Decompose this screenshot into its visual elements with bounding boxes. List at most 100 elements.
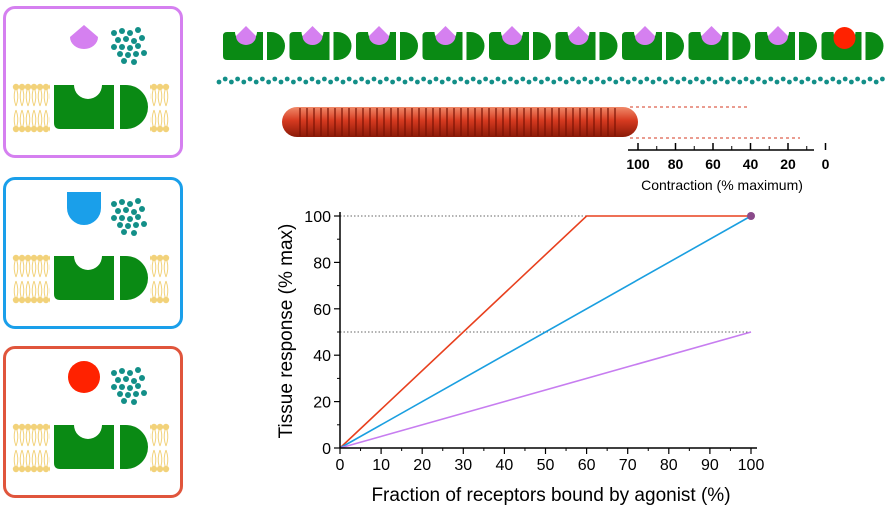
signal-dot [125, 52, 131, 58]
lipid-tail [151, 429, 157, 447]
contraction-scale-label: Contraction (% maximum) [641, 177, 803, 193]
signal-dot [131, 59, 137, 65]
lipid-tail [151, 449, 157, 467]
strip-signal-dot [427, 79, 433, 85]
signal-dot [121, 398, 127, 404]
lipid-head [30, 423, 38, 431]
strip-receptor-left [755, 32, 795, 60]
lipid-head [18, 465, 26, 473]
signal-dot [115, 208, 121, 214]
lipid-tail [157, 89, 163, 107]
x-tick-label: 60 [578, 457, 596, 474]
lipid-tail [13, 89, 19, 107]
lipid-tail [37, 109, 43, 127]
lipid-head [42, 423, 50, 431]
lipid-head [36, 254, 44, 262]
strip-signal-dot [880, 76, 885, 82]
y-tick-label: 20 [313, 395, 331, 412]
lipid-head [162, 254, 170, 262]
strip-signal-dot [849, 79, 854, 85]
signal-dot [133, 222, 139, 228]
ligand-half-round [67, 192, 101, 225]
lipid-head [18, 83, 26, 91]
lipid-tail [151, 89, 157, 107]
panel-partial-agonist [3, 6, 183, 158]
x-tick-label: 20 [413, 457, 431, 474]
signal-dot [123, 36, 129, 42]
lipid-tail [13, 280, 19, 298]
lipid-head [36, 83, 44, 91]
series-line [339, 215, 751, 449]
strip-signal-dot [346, 76, 352, 82]
strip-signal-dot [632, 76, 637, 82]
strip-signal-dot [483, 76, 488, 82]
lipid-head [156, 125, 164, 133]
strip-ligand-diamond [502, 26, 522, 45]
lipid-head [36, 465, 44, 473]
strip-signal-dot [470, 76, 476, 82]
signal-dot [111, 201, 117, 207]
lipid-head [30, 296, 38, 304]
muscle-body [282, 107, 638, 137]
lipid-head [30, 83, 38, 91]
lipid-tail [31, 89, 37, 107]
lipid-head [30, 465, 38, 473]
strip-receptor-left [223, 32, 263, 60]
lipid-head [36, 125, 44, 133]
strip-signal-dot [656, 76, 662, 82]
strip-ligand-diamond [568, 26, 589, 45]
strip-receptor-left [356, 32, 396, 60]
strip-signal-dot [247, 76, 253, 82]
strip-ligand-diamond [768, 26, 788, 45]
strip-signal-dot [309, 76, 315, 82]
lipid-head [162, 465, 170, 473]
lipid-head [12, 465, 20, 473]
scale-tick-label: 20 [780, 156, 796, 172]
strip-signal-dot [272, 76, 278, 82]
signal-dot [111, 30, 117, 36]
lipid-head [150, 465, 158, 473]
x-tick-label: 0 [336, 457, 345, 474]
series-group [339, 212, 755, 449]
strip-receptor-left [289, 32, 330, 60]
lipid-head [36, 423, 44, 431]
strip-signal-dot [415, 79, 420, 85]
lipid-head [156, 83, 164, 91]
strip-signal-dot [334, 76, 340, 82]
signal-dot [111, 370, 117, 376]
lipid-tail [163, 109, 169, 127]
lipid-tail [19, 109, 25, 127]
x-tick-label: 50 [537, 457, 555, 474]
lipid-head [42, 83, 50, 91]
lipid-head [150, 296, 158, 304]
lipid-tail [157, 280, 163, 298]
strip-signal-dot [557, 76, 563, 82]
y-tick-label: 80 [313, 255, 331, 272]
signal-dot [139, 35, 145, 41]
strip-signal-dot [619, 76, 625, 82]
lipid-tail [25, 89, 31, 107]
lipid-head [12, 254, 20, 262]
strip-signal-dot [421, 76, 426, 82]
strip-ligand-diamond [435, 26, 456, 45]
strip-signal-dot [241, 79, 247, 85]
lipid-tail [13, 260, 19, 278]
strip-signal-dot [260, 76, 265, 82]
strip-signal-dot [601, 79, 606, 85]
response-chart: 0 10 20 30 40 50 60 70 80 90 100 0 20 40 60 80 100 Fract… [276, 209, 764, 506]
signal-dot [133, 51, 139, 57]
strip-signal-dot [526, 79, 532, 85]
strip-ligand-diamond [369, 26, 389, 45]
ligand-circle [68, 361, 100, 393]
strip-signal-dot [340, 79, 346, 85]
strip-signal-dot [762, 79, 767, 85]
strip-signal-dot [365, 79, 371, 85]
receptor-right [120, 256, 148, 300]
receptor-left [54, 425, 114, 469]
strip-signal-dot [663, 79, 668, 85]
strip-signal-dot [235, 76, 240, 82]
signal-dot [119, 44, 125, 50]
signal-dot [131, 378, 137, 384]
lipid-head [12, 83, 20, 91]
strip-signal-dot [322, 76, 327, 82]
